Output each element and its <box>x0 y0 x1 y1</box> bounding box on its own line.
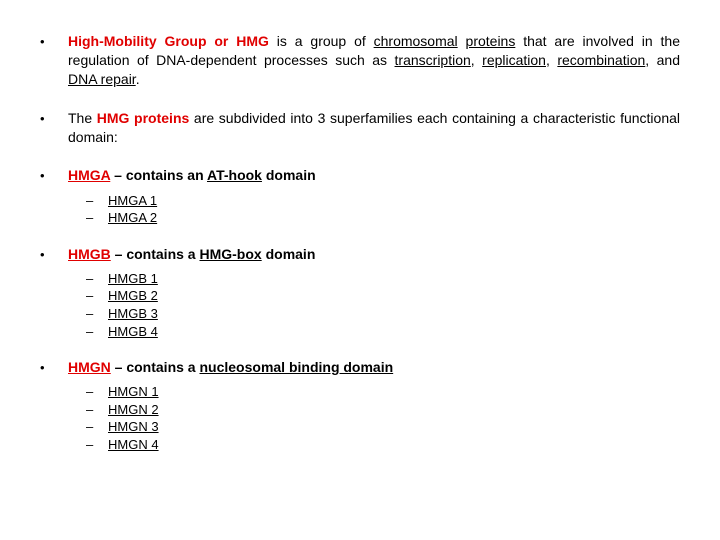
member-item: –HMGA 2 <box>86 209 680 227</box>
member-item: –HMGB 1 <box>86 270 680 288</box>
dash-mark: – <box>86 270 108 288</box>
member-label: HMGN 2 <box>108 401 159 419</box>
bullet-mark: • <box>40 166 68 185</box>
bullet-item: •High-Mobility Group or HMG is a group o… <box>40 32 680 89</box>
family-header: •HMGN – contains a nucleosomal binding d… <box>40 358 680 377</box>
member-label: HMGB 4 <box>108 323 158 341</box>
dash-mark: – <box>86 192 108 210</box>
family-header: •HMGB – contains a HMG-box domain <box>40 245 680 264</box>
dash-mark: – <box>86 209 108 227</box>
family-header-text: HMGB – contains a HMG-box domain <box>68 245 680 264</box>
member-item: –HMGN 2 <box>86 401 680 419</box>
member-label: HMGB 3 <box>108 305 158 323</box>
bullet-mark: • <box>40 358 68 377</box>
member-item: –HMGN 1 <box>86 383 680 401</box>
member-label: HMGN 4 <box>108 436 159 454</box>
member-item: –HMGN 3 <box>86 418 680 436</box>
member-item: –HMGB 3 <box>86 305 680 323</box>
bullet-mark: • <box>40 109 68 147</box>
bullet-text: High-Mobility Group or HMG is a group of… <box>68 32 680 89</box>
member-label: HMGN 3 <box>108 418 159 436</box>
member-label: HMGB 2 <box>108 287 158 305</box>
bullet-text: The HMG proteins are subdivided into 3 s… <box>68 109 680 147</box>
bullet-mark: • <box>40 32 68 89</box>
dash-mark: – <box>86 383 108 401</box>
dash-mark: – <box>86 287 108 305</box>
member-label: HMGB 1 <box>108 270 158 288</box>
member-label: HMGN 1 <box>108 383 159 401</box>
member-item: –HMGB 2 <box>86 287 680 305</box>
member-item: –HMGN 4 <box>86 436 680 454</box>
member-label: HMGA 1 <box>108 192 157 210</box>
bullet-mark: • <box>40 245 68 264</box>
member-item: –HMGB 4 <box>86 323 680 341</box>
member-list: –HMGB 1–HMGB 2–HMGB 3–HMGB 4 <box>86 270 680 340</box>
dash-mark: – <box>86 401 108 419</box>
dash-mark: – <box>86 323 108 341</box>
slide-content: •High-Mobility Group or HMG is a group o… <box>40 32 680 453</box>
family-header: •HMGA – contains an AT-hook domain <box>40 166 680 185</box>
dash-mark: – <box>86 436 108 454</box>
family-header-text: HMGA – contains an AT-hook domain <box>68 166 680 185</box>
dash-mark: – <box>86 305 108 323</box>
member-item: –HMGA 1 <box>86 192 680 210</box>
bullet-item: •The HMG proteins are subdivided into 3 … <box>40 109 680 147</box>
member-list: –HMGN 1–HMGN 2–HMGN 3–HMGN 4 <box>86 383 680 453</box>
family-header-text: HMGN – contains a nucleosomal binding do… <box>68 358 680 377</box>
member-list: –HMGA 1–HMGA 2 <box>86 192 680 227</box>
dash-mark: – <box>86 418 108 436</box>
member-label: HMGA 2 <box>108 209 157 227</box>
